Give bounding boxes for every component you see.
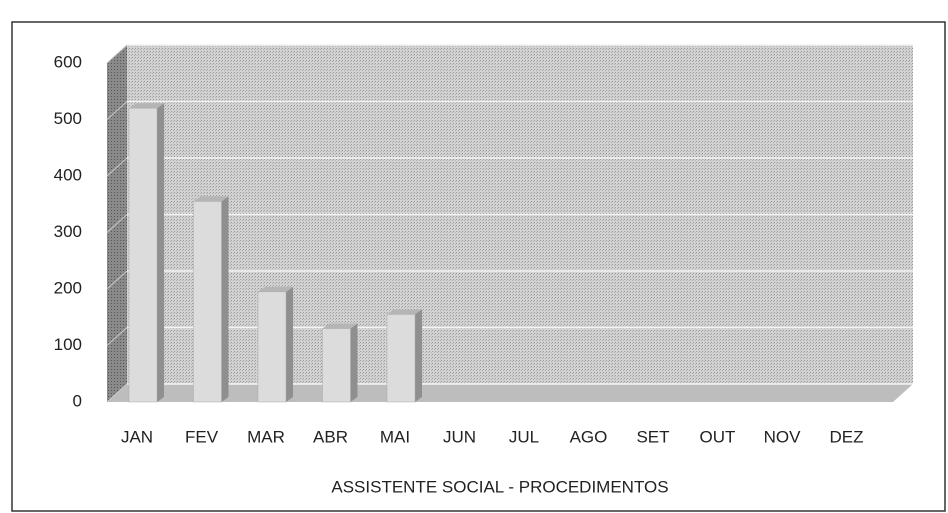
- bar: [322, 328, 351, 403]
- x-tick-label: ABR: [313, 427, 348, 446]
- y-tick-label: 600: [54, 52, 82, 71]
- bar: [386, 314, 416, 403]
- grid-line-side: [106, 214, 128, 233]
- x-tick-label: JUL: [509, 427, 539, 446]
- bar: [128, 107, 158, 403]
- x-tick-label: SET: [636, 427, 669, 446]
- y-tick-label: 300: [54, 222, 82, 241]
- y-tick-label: 100: [54, 335, 82, 354]
- x-tick-label: JUN: [443, 427, 476, 446]
- x-tick-label: JAN: [121, 427, 153, 446]
- grid-line-side: [106, 327, 128, 346]
- y-tick-label: 0: [73, 391, 82, 410]
- bar-side: [157, 103, 164, 402]
- x-tick-label: OUT: [700, 427, 736, 446]
- bar-side: [221, 196, 229, 402]
- bar-top: [387, 309, 422, 315]
- bar-top: [322, 323, 358, 329]
- grid-line-side: [106, 383, 128, 403]
- x-tick-label: MAR: [247, 427, 285, 446]
- y-tick-label: 400: [54, 165, 82, 184]
- bar: [257, 291, 287, 403]
- bar-side: [286, 286, 293, 402]
- grid-line-side: [106, 44, 128, 64]
- plot-area: [106, 44, 913, 403]
- x-tick-label: FEV: [185, 427, 219, 446]
- floor: [107, 384, 913, 402]
- bar: [193, 201, 222, 403]
- bar-top: [193, 196, 229, 202]
- grid-line-side: [106, 157, 128, 177]
- x-tick-label: MAI: [380, 427, 410, 446]
- y-tick-label: 500: [54, 109, 82, 128]
- bar-top: [258, 286, 293, 292]
- bar-top: [129, 103, 164, 109]
- bar-side: [350, 323, 358, 402]
- y-tick-label: 200: [54, 278, 82, 297]
- bar-side: [415, 309, 422, 402]
- x-axis-title: ASSISTENTE SOCIAL - PROCEDIMENTOS: [331, 477, 668, 496]
- grid-line-side: [106, 270, 128, 290]
- x-tick-label: DEZ: [830, 427, 864, 446]
- x-tick-label: AGO: [570, 427, 608, 446]
- x-tick-label: NOV: [764, 427, 802, 446]
- grid-line-side: [106, 101, 128, 120]
